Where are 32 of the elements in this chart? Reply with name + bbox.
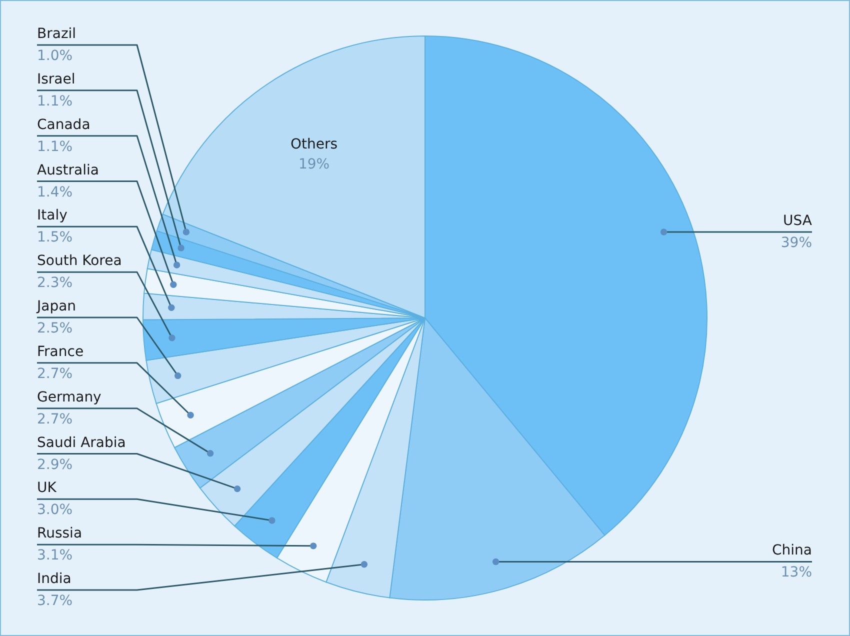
slice-label: Germany: [37, 389, 102, 406]
slice-label: Australia: [37, 162, 99, 178]
slice-label: Canada: [37, 116, 90, 133]
data-label: 2.7%: [37, 366, 73, 382]
slice-label: Israel: [37, 71, 76, 88]
data-label: 3.0%: [37, 502, 73, 518]
slice-label: Russia: [37, 526, 82, 542]
slice-label: China: [772, 542, 812, 559]
data-label: 3.7%: [37, 593, 73, 609]
data-label: 2.7%: [37, 411, 73, 428]
data-label: 1.0%: [37, 48, 73, 64]
data-label: 2.5%: [37, 320, 73, 336]
data-label: 19%: [298, 156, 330, 173]
data-label: 3.1%: [37, 548, 73, 564]
data-label: 1.5%: [37, 230, 73, 246]
slice-label: Japan: [36, 298, 76, 314]
slice-label: UK: [37, 480, 58, 496]
slice-label: USA: [783, 213, 812, 230]
data-label: 39%: [780, 235, 812, 252]
slice-label: South Korea: [37, 253, 122, 270]
data-label: 1.4%: [37, 184, 73, 200]
data-label: 13%: [780, 564, 812, 581]
slice-label: France: [37, 344, 84, 360]
data-label: 2.3%: [37, 275, 73, 292]
data-label: 2.9%: [37, 456, 73, 473]
data-label: 1.1%: [37, 93, 73, 110]
slice-label: Italy: [37, 208, 68, 224]
slice-label: Brazil: [37, 26, 76, 42]
slice-label: India: [37, 571, 72, 587]
slice-label: Others: [290, 136, 338, 153]
slice-label: Saudi Arabia: [37, 434, 126, 451]
data-label: 1.1%: [37, 138, 73, 155]
